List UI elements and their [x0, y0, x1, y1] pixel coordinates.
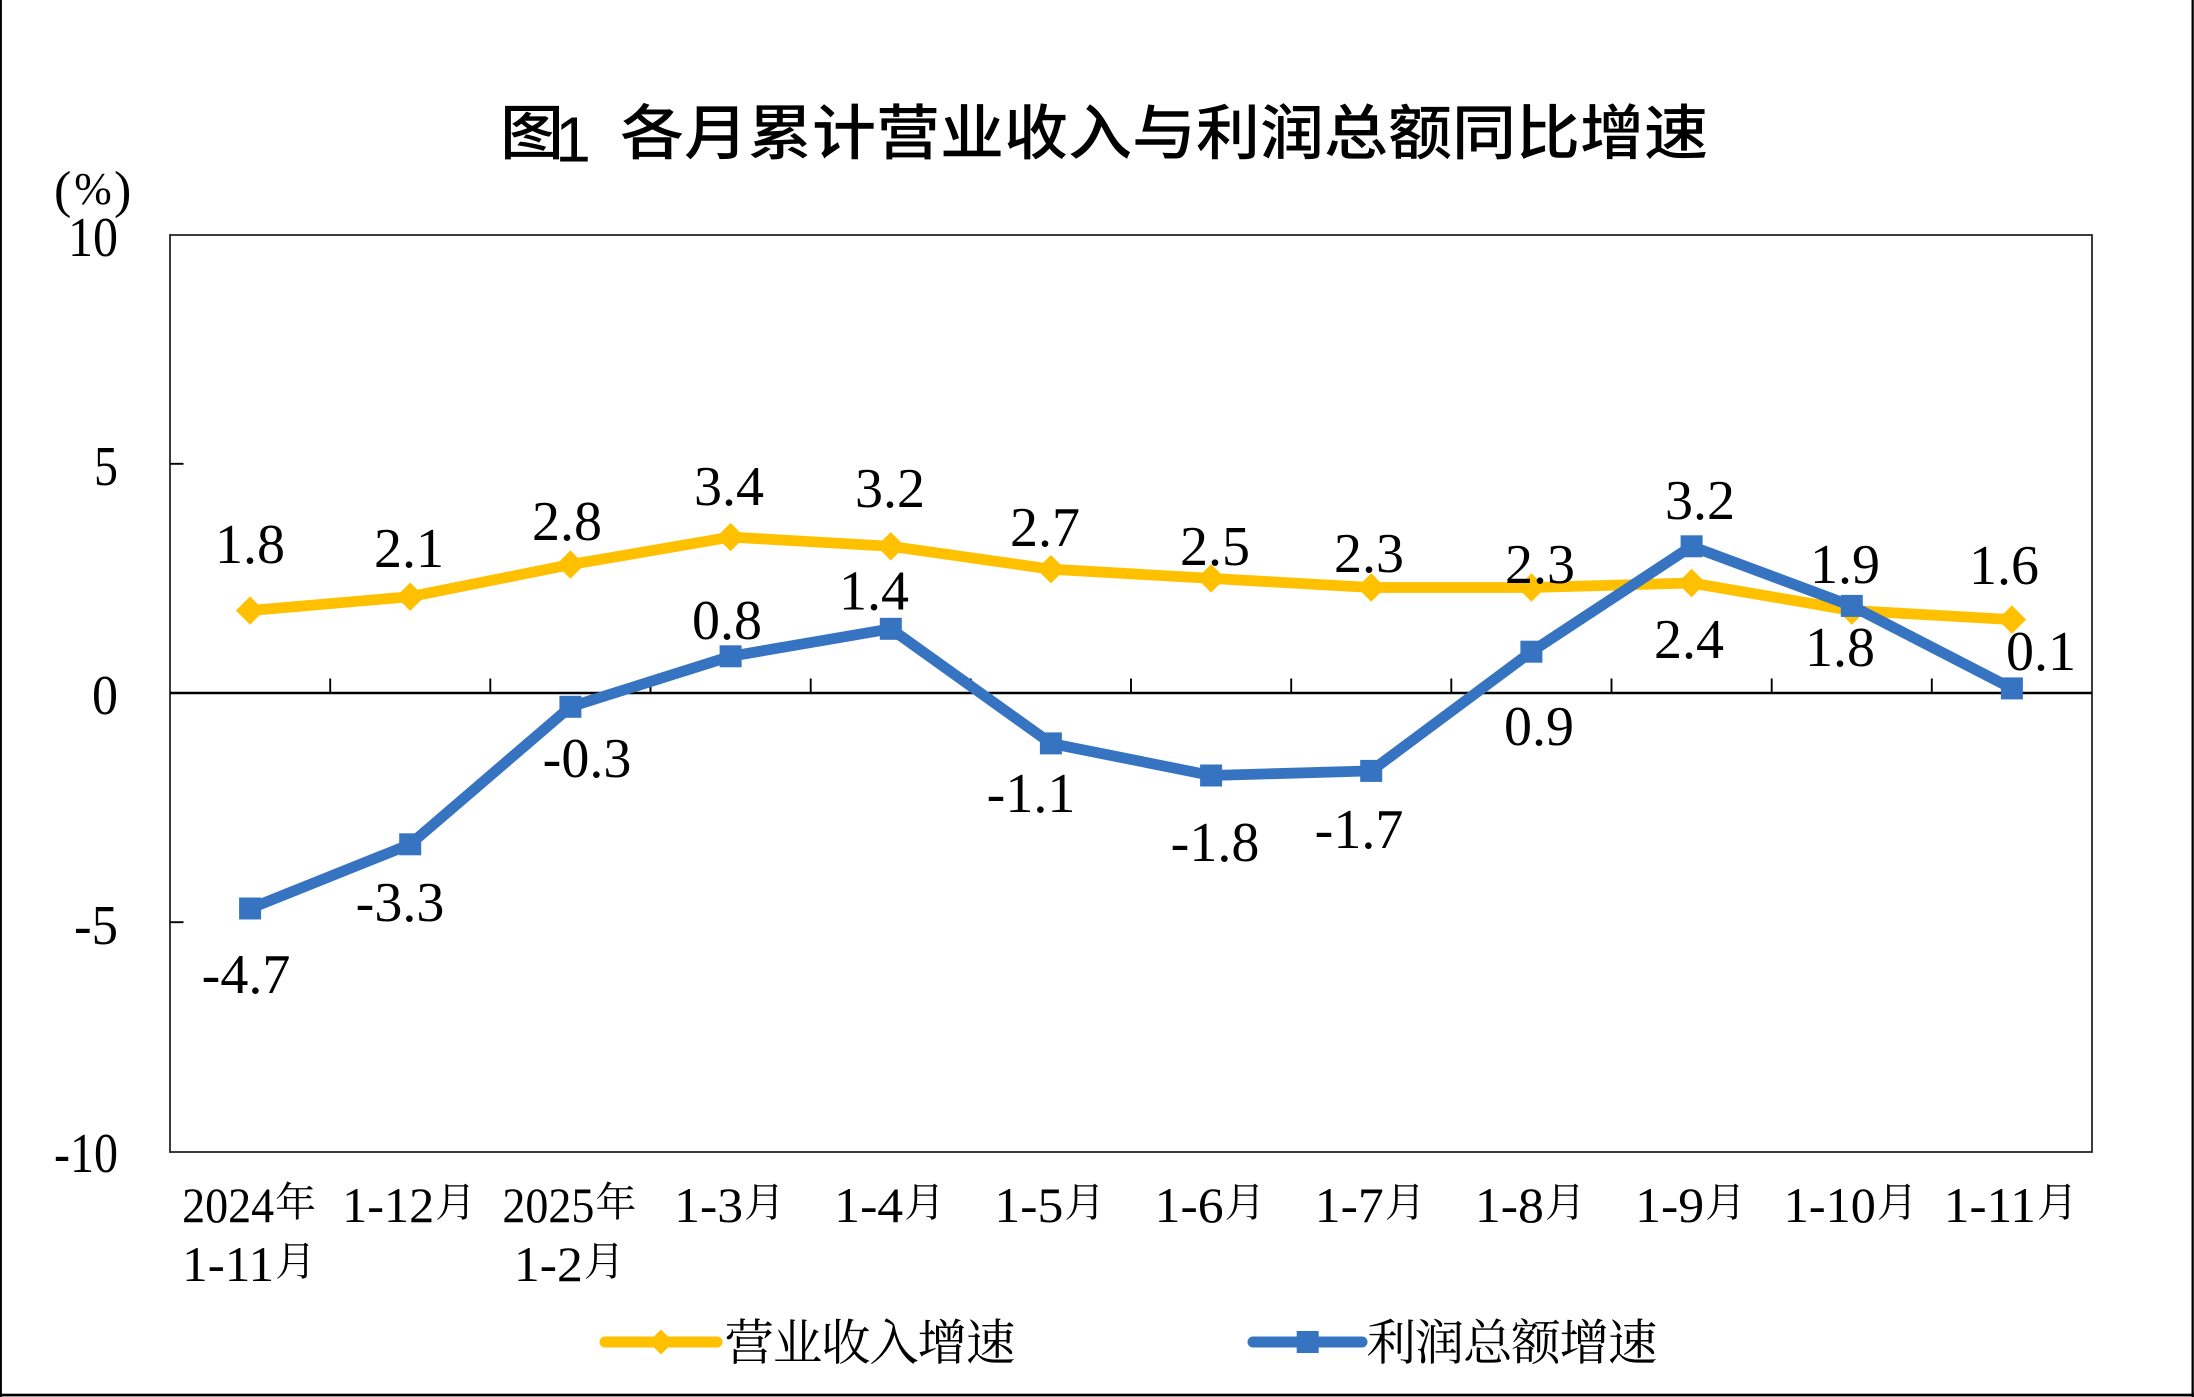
svg-text:1-8: 1-8 — [1475, 1177, 1544, 1233]
svg-text:%: % — [74, 164, 112, 214]
svg-text:10: 10 — [68, 207, 118, 269]
svg-text:-1.1: -1.1 — [987, 763, 1076, 825]
svg-text:-10: -10 — [54, 1123, 118, 1185]
svg-text:-3.3: -3.3 — [356, 872, 445, 934]
svg-text:1-11: 1-11 — [1944, 1177, 2036, 1233]
svg-text:1.4: 1.4 — [839, 561, 909, 623]
svg-text:2025: 2025 — [502, 1177, 594, 1233]
svg-text:2.3: 2.3 — [1505, 534, 1575, 596]
svg-text:3.2: 3.2 — [1665, 470, 1735, 532]
svg-text:2.1: 2.1 — [374, 518, 444, 580]
svg-text:2.5: 2.5 — [1180, 516, 1250, 578]
svg-text:-0.3: -0.3 — [543, 728, 632, 790]
svg-text:0: 0 — [92, 665, 118, 727]
svg-text:1.8: 1.8 — [215, 514, 285, 576]
svg-text:1-11: 1-11 — [182, 1236, 274, 1292]
svg-text:0.1: 0.1 — [2006, 621, 2076, 683]
svg-text:-1.8: -1.8 — [1171, 812, 1260, 874]
svg-text:1-10: 1-10 — [1784, 1177, 1876, 1233]
svg-text:1.6: 1.6 — [1969, 535, 2039, 597]
svg-text:2.4: 2.4 — [1654, 609, 1724, 671]
svg-text:1.8: 1.8 — [1805, 617, 1875, 679]
svg-text:2024: 2024 — [182, 1177, 274, 1233]
svg-text:1-7: 1-7 — [1315, 1177, 1384, 1233]
svg-text:1-6: 1-6 — [1155, 1177, 1224, 1233]
svg-text:1-4: 1-4 — [834, 1177, 903, 1233]
svg-text:1-5: 1-5 — [994, 1177, 1063, 1233]
svg-text:1-2: 1-2 — [514, 1236, 583, 1292]
svg-text:(: ( — [54, 162, 71, 219]
svg-text:2.7: 2.7 — [1010, 497, 1080, 559]
svg-text:-4.7: -4.7 — [202, 944, 291, 1006]
svg-text:2.8: 2.8 — [532, 491, 602, 553]
svg-text:2.3: 2.3 — [1334, 523, 1404, 585]
svg-text:1-3: 1-3 — [674, 1177, 743, 1233]
svg-text:-1.7: -1.7 — [1315, 799, 1404, 861]
svg-text:3.2: 3.2 — [855, 458, 925, 520]
svg-text:1-12: 1-12 — [342, 1177, 434, 1233]
svg-text:1.9: 1.9 — [1810, 534, 1880, 596]
svg-text:): ) — [114, 162, 131, 219]
svg-text:5: 5 — [94, 436, 118, 498]
svg-text:0.9: 0.9 — [1504, 696, 1574, 758]
svg-text:-5: -5 — [74, 895, 118, 957]
svg-text:0.8: 0.8 — [692, 590, 762, 652]
svg-text:3.4: 3.4 — [694, 456, 764, 518]
svg-text:1-9: 1-9 — [1635, 1177, 1704, 1233]
svg-text:1: 1 — [555, 104, 591, 176]
